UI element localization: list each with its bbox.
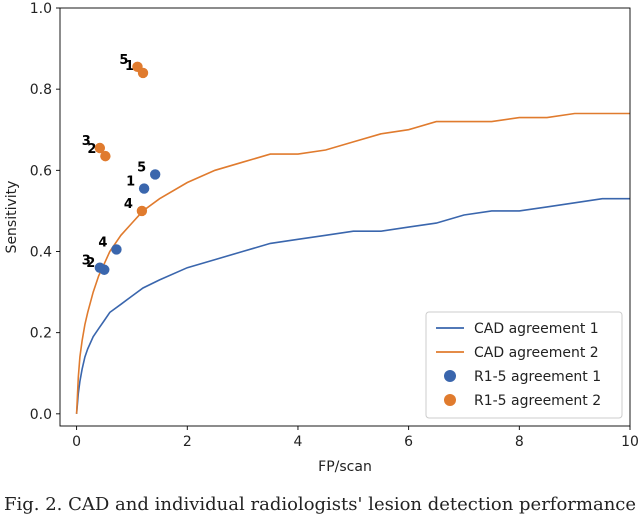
point-label-r1-5-agreement-2-5: 5 [119, 53, 128, 68]
point-r1-5-agreement-1-3 [94, 262, 106, 273]
point-r1-5-agreement-2-2 [100, 150, 111, 162]
point-label-r1-5-agreement-2-4: 4 [124, 197, 133, 212]
point-label-r1-5-agreement-2-2: 2 [87, 142, 96, 157]
y-axis-title: Sensitivity [4, 181, 20, 254]
point-r1-5-agreement-1-1 [138, 183, 150, 194]
plot-frame [59, 7, 631, 427]
legend-box [425, 311, 623, 419]
point-r1-5-agreement-1-5 [149, 169, 161, 180]
y-tick-label: 0.4 [30, 244, 52, 260]
y-tick-label: 1.0 [30, 1, 52, 17]
series-line-cad-agreement-1 [75, 197, 630, 414]
x-tick-label: 0 [72, 434, 81, 450]
x-axis-title: FP/scan [318, 459, 372, 475]
y-tick-label: 0.8 [30, 82, 52, 98]
point-r1-5-agreement-1-4 [111, 244, 122, 255]
point-r1-5-agreement-2-5 [132, 61, 143, 73]
legend-label-cad-agreement-1: CAD agreement 1 [474, 321, 599, 337]
legend-label-r1-5-agreement-1: R1-5 agreement 1 [474, 369, 601, 385]
series-line-cad-agreement-2 [75, 112, 630, 414]
point-label-r1-5-agreement-2-1: 1 [125, 59, 134, 74]
legend-swatch-r1-5-agreement-1 [444, 370, 456, 382]
point-label-r1-5-agreement-1-3: 3 [82, 254, 91, 269]
point-r1-5-agreement-2-4 [136, 205, 148, 217]
point-label-r1-5-agreement-1-4: 4 [98, 235, 107, 250]
point-label-r1-5-agreement-1-5: 5 [137, 160, 146, 175]
figure-caption: Fig. 2. CAD and individual radiologists'… [4, 494, 637, 515]
point-r1-5-agreement-2-3 [94, 142, 106, 154]
point-label-r1-5-agreement-2-3: 3 [82, 134, 91, 149]
x-tick-label: 8 [515, 434, 524, 450]
y-tick-label: 0.6 [30, 163, 52, 179]
point-label-r1-5-agreement-1-1: 1 [126, 175, 135, 190]
legend-label-r1-5-agreement-2: R1-5 agreement 2 [474, 393, 601, 409]
y-tick-label: 0.0 [30, 407, 52, 423]
x-tick-label: 6 [404, 434, 413, 450]
legend-label-cad-agreement-2: CAD agreement 2 [474, 345, 599, 361]
y-tick-label: 0.2 [30, 326, 52, 342]
legend: CAD agreement 1 CAD agreement 2 R1-5 agree… [425, 311, 623, 419]
x-tick-label: 10 [621, 434, 639, 450]
point-label-r1-5-agreement-1-2: 2 [86, 256, 95, 271]
x-tick-label: 4 [294, 434, 303, 450]
x-tick-label: 2 [183, 434, 192, 450]
legend-swatch-r1-5-agreement-2 [444, 394, 456, 406]
